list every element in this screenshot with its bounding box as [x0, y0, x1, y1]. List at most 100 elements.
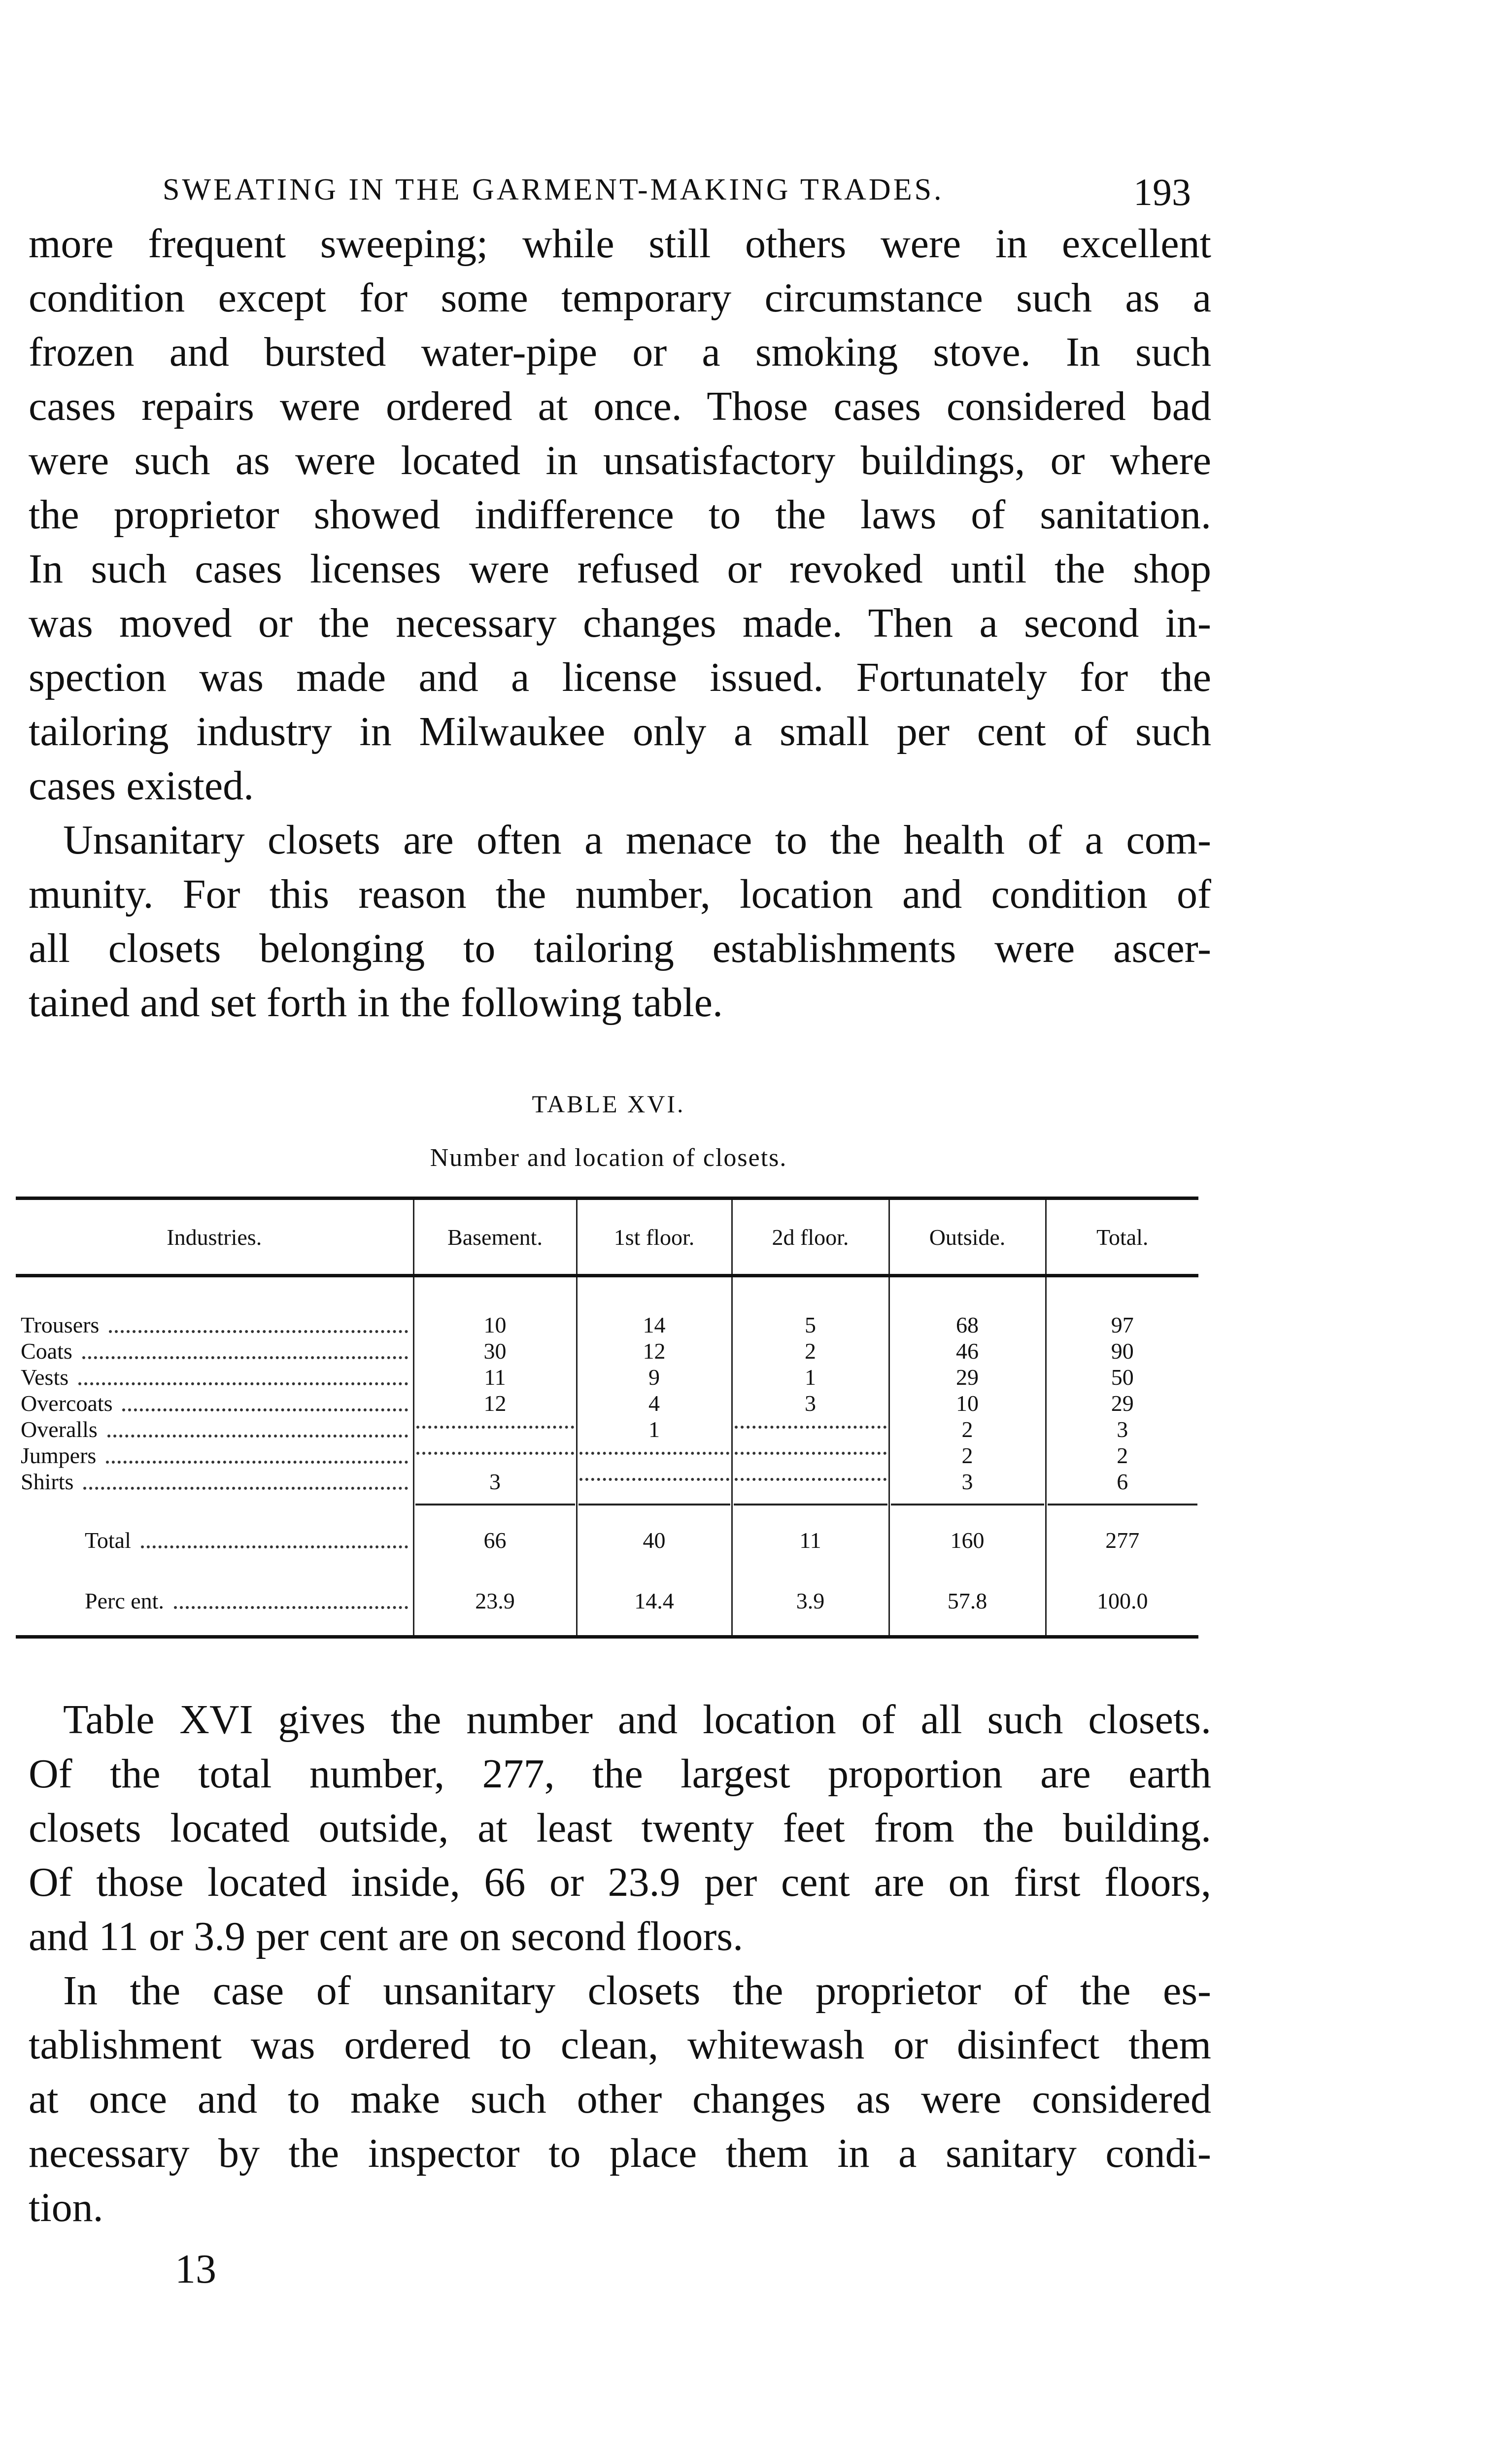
text-line: munity. For this reason the number, loca…	[29, 871, 1211, 917]
table-cell: 97	[1045, 1312, 1198, 1338]
table-cell: 50	[1045, 1364, 1198, 1390]
table-cell: 4	[576, 1390, 732, 1416]
row-label: Shirts	[21, 1469, 74, 1494]
row-label: Jumpers	[21, 1443, 97, 1468]
row-label: Overalls	[21, 1417, 98, 1442]
table-cell: 2	[888, 1416, 1046, 1442]
dot-leader	[83, 1487, 408, 1490]
total-cell: 40	[576, 1514, 732, 1566]
row-label: Trousers	[21, 1312, 100, 1337]
percent-cell: 14.4	[576, 1566, 732, 1639]
row-label: Coats	[21, 1338, 72, 1364]
table-cell: 2	[731, 1338, 889, 1364]
text-line: was moved or the necessary changes made.…	[29, 600, 1211, 646]
page-number: 193	[1133, 171, 1191, 213]
column-header: Basement.	[412, 1197, 577, 1277]
text-line: spection was made and a license issued. …	[29, 654, 1211, 700]
table-cell: 5	[731, 1312, 889, 1338]
table-cell	[731, 1416, 889, 1442]
text-line: Of the total number, 277, the largest pr…	[29, 1751, 1211, 1797]
text-line: frozen and bursted water-pipe or a smoki…	[29, 329, 1211, 375]
text-line: closets located outside, at least twenty…	[29, 1805, 1211, 1851]
percent-row: Perc ent. 23.9 14.4 3.9 57.8 100.0	[16, 1566, 1198, 1639]
dot-leader	[173, 1606, 408, 1609]
dot-leader	[140, 1545, 408, 1548]
table-cell	[731, 1469, 889, 1495]
paragraph-1: more frequent sweeping; while still othe…	[29, 217, 1211, 813]
percent-cell: 57.8	[888, 1566, 1046, 1639]
table-cell: 90	[1045, 1338, 1198, 1364]
text-line: tained and set forth in the following ta…	[29, 980, 723, 1026]
dot-leader	[106, 1461, 408, 1464]
column-header: Total.	[1045, 1197, 1198, 1277]
table-cell: 10	[888, 1390, 1046, 1416]
row-label-cell: Trousers	[16, 1312, 413, 1338]
row-label-cell: Coats	[16, 1338, 413, 1364]
table-cell: 12	[576, 1338, 732, 1364]
row-label-cell: Jumpers	[16, 1442, 413, 1469]
table-subtitle: Number and location of closets.	[430, 1144, 787, 1172]
table-cell: 46	[888, 1338, 1046, 1364]
table-row: Jumpers 2 2	[16, 1442, 1198, 1469]
paragraph-4: In the case of unsanitary closets the pr…	[29, 1964, 1211, 2235]
row-label-cell: Shirts	[16, 1469, 413, 1495]
text-line: were such as were located in unsatisfact…	[29, 438, 1211, 483]
row-label: Total	[85, 1528, 131, 1553]
text-line: at once and to make such other changes a…	[29, 2076, 1211, 2122]
row-label-cell: Total	[16, 1514, 413, 1566]
page: SWEATING IN THE GARMENT-MAKING TRADES. 1…	[16, 171, 1211, 2292]
table-cell: 1	[576, 1416, 732, 1442]
row-label-cell: Perc ent.	[16, 1566, 413, 1639]
dot-leader	[122, 1408, 408, 1411]
row-label: Perc ent.	[85, 1588, 164, 1613]
text-line: In such cases licenses were refused or r…	[29, 546, 1211, 592]
table-cell: 29	[888, 1364, 1046, 1390]
empty-dot-leader	[579, 1451, 729, 1455]
row-label-cell: Overalls	[16, 1416, 413, 1442]
table-title: TABLE XVI.	[532, 1090, 685, 1118]
text-line: cases existed.	[29, 763, 254, 809]
running-title: SWEATING IN THE GARMENT-MAKING TRADES.	[163, 173, 944, 206]
table-cell	[412, 1416, 577, 1442]
table-row: Vests 11 9 1 29 50	[16, 1364, 1198, 1390]
dot-leader	[107, 1435, 408, 1437]
text-line: cases repairs were ordered at once. Thos…	[29, 383, 1211, 429]
table-row: Trousers 10 14 5 68 97	[16, 1312, 1198, 1338]
text-line: Table XVI gives the number and location …	[63, 1697, 1211, 1743]
table-cell: 29	[1045, 1390, 1198, 1416]
column-header: 2d floor.	[731, 1197, 889, 1277]
table-cell: 30	[412, 1338, 577, 1364]
table-row: Overcoats 12 4 3 10 29	[16, 1390, 1198, 1416]
column-header: Outside.	[888, 1197, 1046, 1277]
column-header: Industries.	[16, 1197, 413, 1277]
total-row: Total 66 40 11 160 277	[16, 1514, 1198, 1566]
row-label-cell: Vests	[16, 1364, 413, 1390]
text-line: In the case of unsanitary closets the pr…	[63, 1968, 1211, 2014]
column-header: 1st floor.	[576, 1197, 732, 1277]
text-line: the proprietor showed indifference to th…	[29, 492, 1211, 538]
dot-leader	[82, 1356, 408, 1359]
empty-dot-leader	[416, 1425, 574, 1429]
table-cell: 12	[412, 1390, 577, 1416]
table-row: Coats 30 12 2 46 90	[16, 1338, 1198, 1364]
table-cell: 3	[731, 1390, 889, 1416]
row-label-cell: Overcoats	[16, 1390, 413, 1416]
table-cell: 3	[412, 1469, 577, 1495]
table-row: Overalls 1 2 3	[16, 1416, 1198, 1442]
table-cell: 11	[412, 1364, 577, 1390]
dot-leader	[109, 1330, 408, 1333]
text-line: tablishment was ordered to clean, whitew…	[29, 2022, 1211, 2068]
signature-mark: 13	[175, 2246, 216, 2292]
empty-dot-leader	[416, 1451, 574, 1455]
table-cell: 14	[576, 1312, 732, 1338]
table-cell: 6	[1045, 1469, 1198, 1495]
table-cell	[576, 1469, 732, 1495]
header-row: Industries. Basement. 1st floor. 2d floor. O…	[16, 1197, 1198, 1277]
empty-dot-leader	[734, 1477, 886, 1481]
percent-cell: 3.9	[731, 1566, 889, 1639]
empty-dot-leader	[734, 1451, 886, 1455]
subtotal-rule	[16, 1495, 1198, 1514]
table-cell: 1	[731, 1364, 889, 1390]
text-line: tailoring industry in Milwaukee only a s…	[29, 709, 1211, 754]
dot-leader	[78, 1382, 408, 1385]
